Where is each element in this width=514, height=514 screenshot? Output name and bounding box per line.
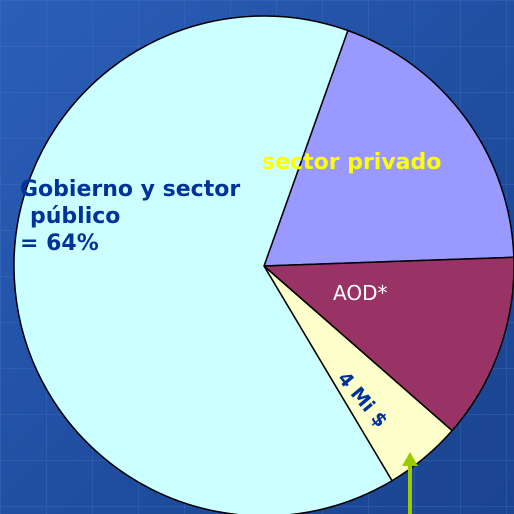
value-label: = 64% bbox=[20, 231, 99, 256]
slice-label: AOD* bbox=[333, 281, 387, 305]
slice-label: sector privado bbox=[262, 150, 442, 175]
pie-slice bbox=[262, 29, 514, 267]
arrow-head bbox=[402, 452, 418, 466]
pie-slice bbox=[13, 15, 394, 514]
slice-label: Gobierno y sector público bbox=[20, 177, 241, 229]
